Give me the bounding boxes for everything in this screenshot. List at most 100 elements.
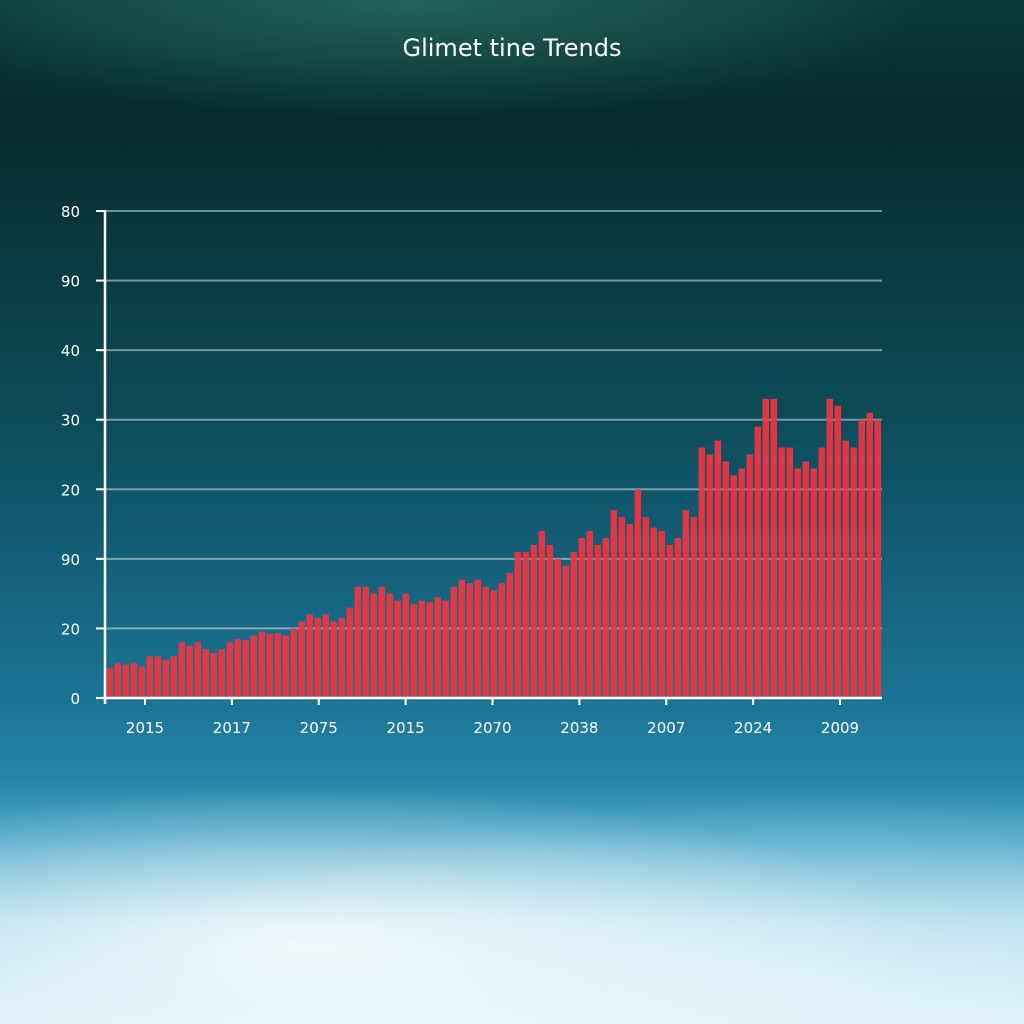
bar — [378, 586, 385, 698]
bar — [122, 664, 129, 698]
bar — [842, 440, 849, 698]
bar — [306, 614, 313, 698]
bar — [282, 635, 289, 698]
y-tick-label: 40 — [61, 342, 80, 360]
bar — [146, 656, 153, 698]
bar — [506, 572, 513, 698]
bar — [794, 468, 801, 698]
x-tick-label: 2070 — [473, 719, 511, 737]
bar — [730, 475, 737, 698]
bar — [522, 551, 529, 698]
bar — [850, 447, 857, 698]
bar — [450, 586, 457, 698]
y-tick-label: 90 — [61, 273, 80, 291]
bar — [626, 524, 633, 698]
axes: 0 20 90 20 30 40 90 80 2015 2017 2075 2015 2070 2038 2… — [61, 203, 882, 737]
bar — [738, 468, 745, 698]
bar — [810, 468, 817, 698]
bar — [218, 649, 225, 698]
chart-title: Glimet tine Trends — [402, 34, 622, 62]
bar — [106, 668, 113, 698]
bar — [202, 649, 209, 698]
bar — [354, 586, 361, 698]
y-tick-label: 80 — [61, 203, 80, 221]
bar — [154, 656, 161, 698]
y-tick-label: 20 — [61, 481, 80, 499]
bar — [562, 565, 569, 698]
bar — [442, 600, 449, 698]
y-tick-label: 30 — [61, 412, 80, 430]
bar — [338, 617, 345, 698]
bar — [410, 604, 417, 698]
bar — [138, 666, 145, 698]
bar — [474, 579, 481, 698]
x-tick-label: 2009 — [821, 719, 859, 737]
bar — [538, 531, 545, 698]
bar — [298, 621, 305, 698]
bar — [258, 631, 265, 698]
background-glow — [0, 0, 1024, 140]
bar — [802, 461, 809, 698]
bar — [490, 590, 497, 698]
bar — [114, 663, 121, 698]
x-tick-label: 2075 — [300, 719, 338, 737]
bar — [418, 600, 425, 698]
bar — [386, 593, 393, 698]
bar — [402, 593, 409, 698]
bar — [290, 628, 297, 698]
bar — [834, 405, 841, 698]
x-tick-label: 2007 — [647, 719, 685, 737]
background-foam — [0, 760, 1024, 1024]
bar — [530, 544, 537, 698]
bar — [346, 607, 353, 698]
bar — [778, 447, 785, 698]
bar — [178, 642, 185, 698]
bar — [458, 579, 465, 698]
bar — [818, 447, 825, 698]
bar — [226, 642, 233, 698]
bar — [874, 419, 881, 698]
bar — [314, 617, 321, 698]
bar — [578, 537, 585, 698]
bar — [546, 544, 553, 698]
bar — [594, 544, 601, 698]
bar — [250, 635, 257, 698]
bar — [426, 601, 433, 698]
bar — [434, 597, 441, 698]
bar — [570, 551, 577, 698]
bar — [210, 652, 217, 698]
bar — [786, 447, 793, 698]
x-tick-label: 2015 — [387, 719, 425, 737]
bar — [610, 510, 617, 698]
bar — [642, 517, 649, 698]
x-tick-label: 2017 — [213, 719, 251, 737]
bar — [602, 537, 609, 698]
bar — [242, 640, 249, 698]
bar — [322, 614, 329, 698]
bar — [722, 461, 729, 698]
bar — [194, 642, 201, 698]
bar — [706, 454, 713, 698]
bar — [698, 447, 705, 698]
bar — [370, 593, 377, 698]
y-tick-label: 20 — [61, 620, 80, 638]
bar — [362, 586, 369, 698]
bar — [754, 426, 761, 698]
bar — [866, 412, 873, 698]
x-tick-label: 2024 — [734, 719, 772, 737]
bar — [130, 663, 137, 698]
bar — [162, 659, 169, 698]
x-tick-label: 2038 — [560, 719, 598, 737]
bar — [394, 600, 401, 698]
bar — [466, 583, 473, 698]
bar — [330, 621, 337, 698]
bar — [746, 454, 753, 698]
bar — [682, 510, 689, 698]
bar — [514, 551, 521, 698]
bar — [770, 398, 777, 698]
bar — [634, 489, 641, 698]
bar — [674, 537, 681, 698]
bar — [586, 531, 593, 698]
bar — [482, 586, 489, 698]
